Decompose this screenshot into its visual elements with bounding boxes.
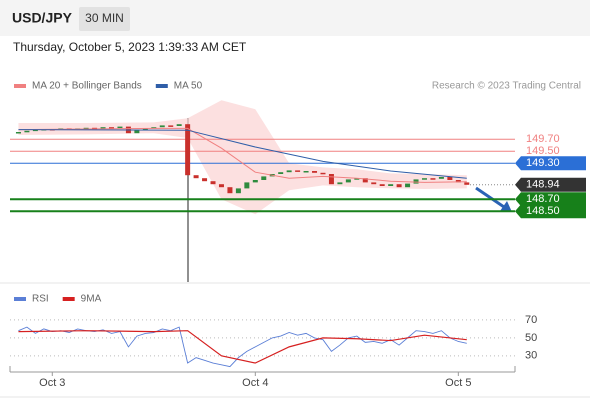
candle [337,182,343,185]
candle [388,184,394,186]
candle [345,179,351,183]
candle [227,187,233,194]
level-label: 149.70 [526,133,560,145]
candle [286,170,292,173]
level-tag [515,156,586,171]
candle [176,124,182,126]
candle [142,128,148,130]
symbol: USD/JPY [12,10,73,26]
legend-swatch [155,84,168,88]
candle [405,183,411,188]
candle [134,129,140,134]
level-label: 149.30 [526,157,560,169]
x-tick-label: Oct 3 [39,377,65,389]
y-tick-label: 70 [525,314,537,326]
x-tick-label: Oct 4 [242,377,268,389]
candle [379,184,385,186]
candle [109,127,115,129]
candle [371,182,377,185]
ma-line [18,127,467,183]
level-label: 149.50 [526,145,560,157]
candle [464,182,470,185]
candle [421,178,427,180]
candle [447,177,453,180]
forecast-arrowhead [500,201,512,212]
candle [15,132,21,134]
candle [295,170,301,172]
candle [159,125,165,128]
source: Research © 2023 Trading Central [432,81,581,92]
candle [328,174,334,185]
legend-swatch [62,297,75,301]
candle [320,172,326,175]
level-tag [515,177,586,192]
legend-label: MA 20 + Bollinger Bands [32,81,142,92]
candle [455,180,461,183]
candle [24,130,30,133]
level-tag [515,204,586,219]
bollinger-band [18,100,467,215]
legend-swatch [14,297,26,301]
candle [261,176,267,180]
candle [278,172,284,174]
candle [100,127,106,129]
candle [185,124,191,176]
legend-label: RSI [32,294,49,305]
candle [303,171,309,173]
rsi-line [18,330,467,364]
candle [202,178,208,182]
candle [193,175,199,179]
candle [354,178,360,180]
timeframe-button[interactable] [79,7,130,31]
candle [438,177,444,179]
candle [362,178,368,183]
legend-label: 9MA [81,294,102,305]
legend-swatch [14,84,26,88]
level-tag [515,192,586,207]
y-tick-label: 30 [525,350,537,362]
candle [117,126,123,129]
timestamp: Thursday, October 5, 2023 1:39:33 AM CET [13,40,247,54]
candle [168,125,174,127]
candle [235,188,241,194]
candle [413,179,419,184]
candle [396,184,402,188]
timeframe[interactable]: 30 MIN [85,11,124,25]
y-tick-label: 50 [525,332,537,344]
level-label: 148.50 [526,205,560,217]
candle [252,180,258,183]
candle [312,171,318,173]
candle [218,184,224,188]
level-label: 148.70 [526,193,560,205]
candle [430,178,436,180]
legend-label: MA 50 [174,81,203,92]
level-label: 148.94 [526,179,560,191]
candle [32,129,38,132]
candle [210,181,216,185]
ma-line [18,129,467,179]
x-tick-label: Oct 5 [445,377,471,389]
candle [244,182,250,189]
